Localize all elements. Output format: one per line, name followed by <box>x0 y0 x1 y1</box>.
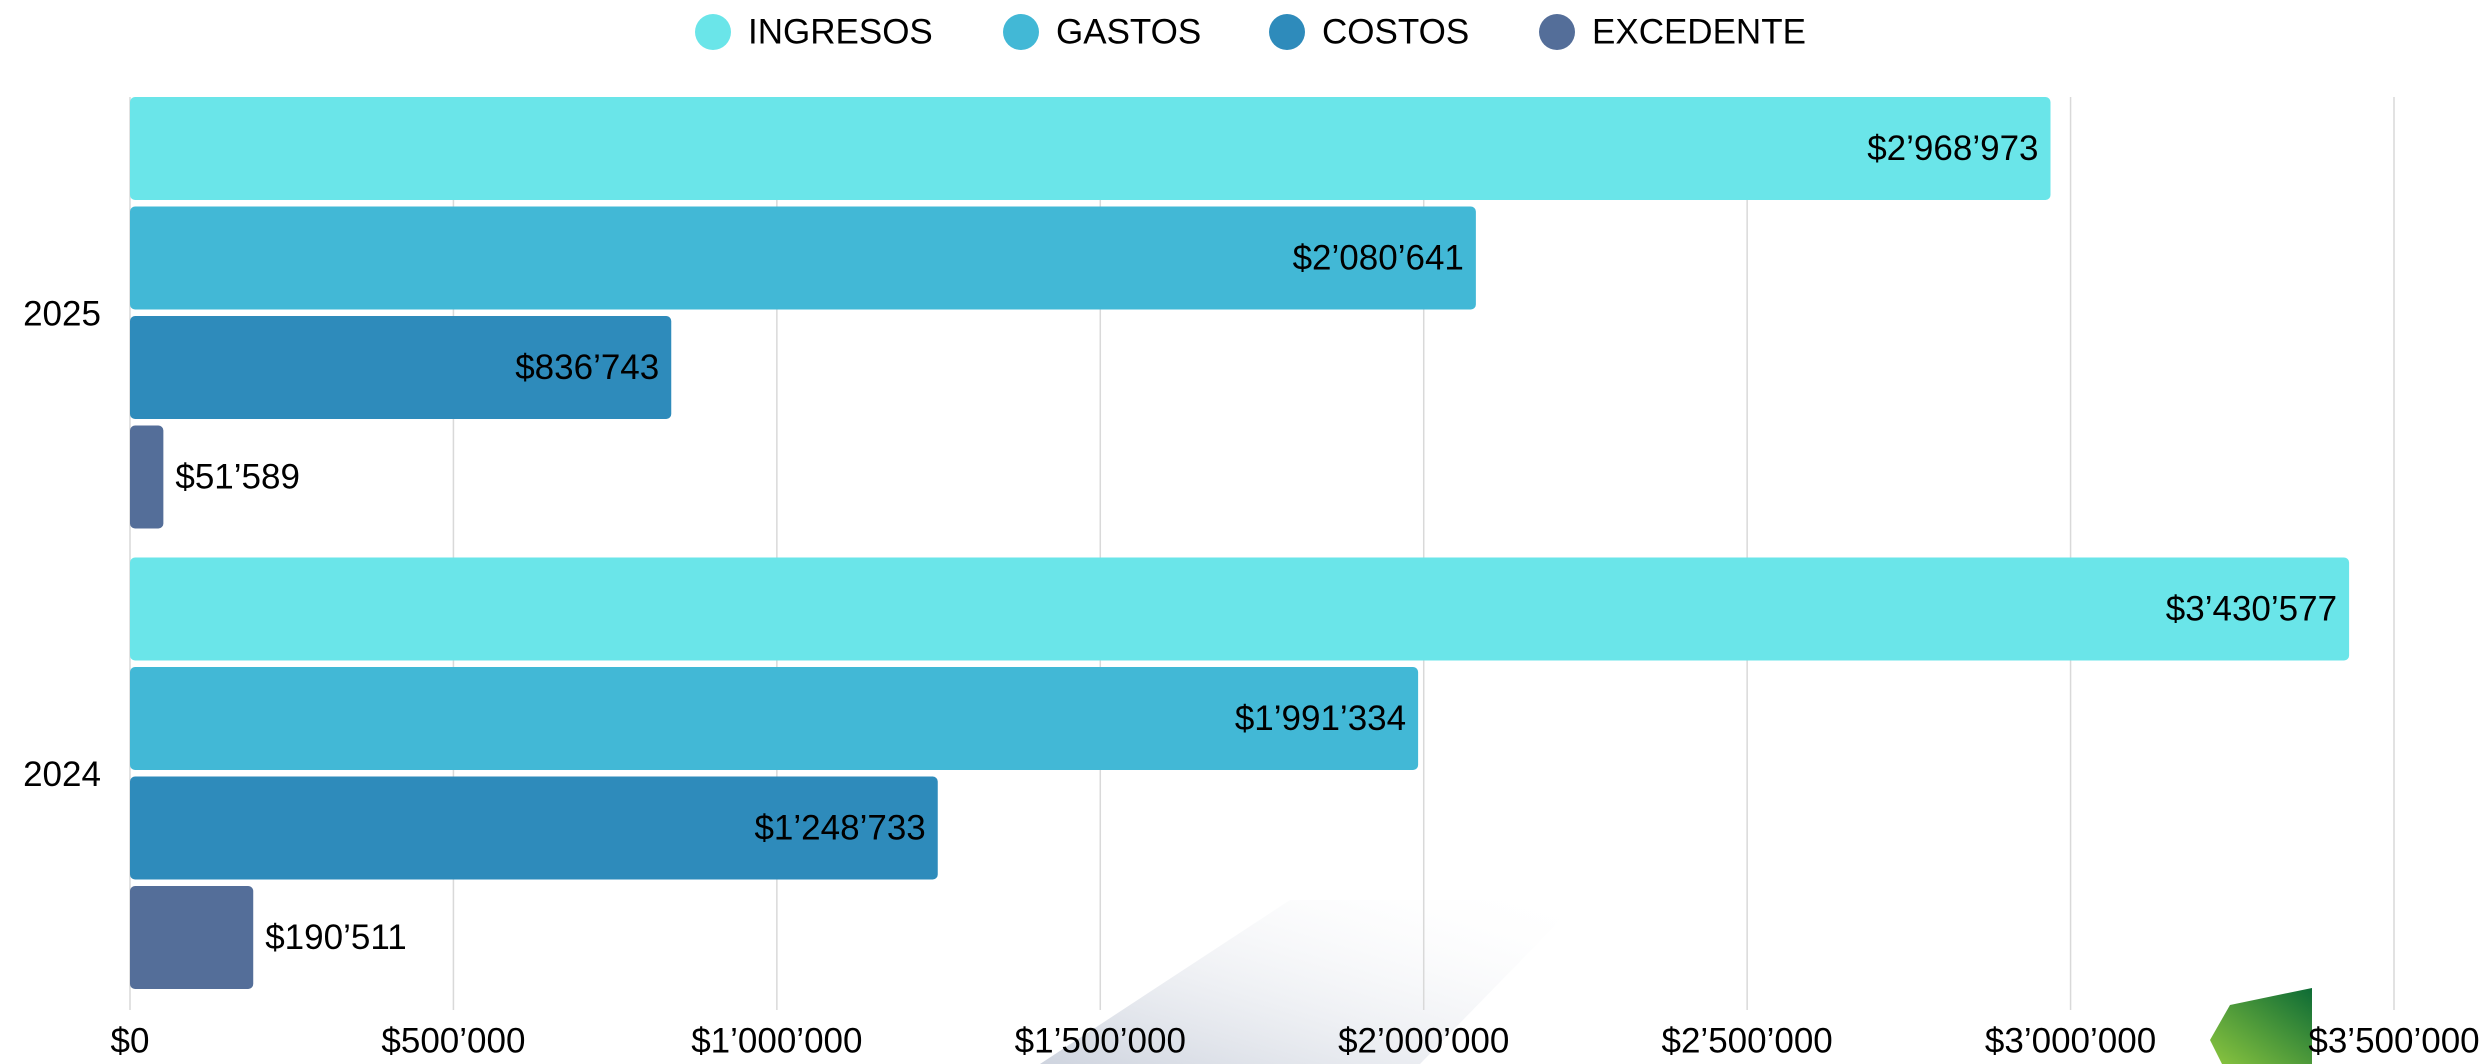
legend-marker <box>1539 14 1575 50</box>
y-tick-label: 2024 <box>23 755 101 794</box>
background-decoration <box>1040 900 1580 1064</box>
data-label: $3’430’577 <box>2166 589 2337 628</box>
x-tick-label: $0 <box>111 1021 150 1060</box>
x-tick-label: $1’000’000 <box>691 1021 862 1060</box>
legend-label: EXCEDENTE <box>1592 12 1806 51</box>
x-tick-label: $1’500’000 <box>1015 1021 1186 1060</box>
x-tick-label: $3’000’000 <box>1985 1021 2156 1060</box>
bar <box>130 557 2350 661</box>
data-label: $1’248’733 <box>754 808 925 847</box>
legend-label: GASTOS <box>1056 12 1201 51</box>
data-label: $836’743 <box>515 348 659 387</box>
x-tick-label: $2’000’000 <box>1338 1021 1509 1060</box>
bar <box>130 206 1476 310</box>
labels: $0 $500’000 $1’000’000 $1’500’000 $2’000’000… <box>23 12 2480 1060</box>
bar <box>130 886 254 989</box>
data-label: $2’968’973 <box>1867 129 2038 168</box>
data-label: $190’511 <box>265 918 406 957</box>
legend-marker <box>1003 14 1039 50</box>
bars <box>130 97 2350 989</box>
data-label: $1’991’334 <box>1235 699 1406 738</box>
legend-label: INGRESOS <box>748 12 933 51</box>
bar <box>130 97 2051 200</box>
y-tick-label: 2025 <box>23 294 101 333</box>
x-tick-label: $2’500’000 <box>1662 1021 1833 1060</box>
bar <box>130 425 164 529</box>
data-label: $2’080’641 <box>1293 238 1464 277</box>
bar <box>130 316 672 419</box>
bar <box>130 667 1419 770</box>
x-tick-label: $3’500’000 <box>2308 1021 2479 1060</box>
bar <box>130 776 938 880</box>
logo <box>2210 988 2312 1064</box>
x-tick-label: $500’000 <box>381 1021 525 1060</box>
legend-marker <box>1269 14 1305 50</box>
legend-label: COSTOS <box>1322 12 1469 51</box>
data-label: $51’589 <box>175 457 300 496</box>
legend-marker <box>695 14 731 50</box>
